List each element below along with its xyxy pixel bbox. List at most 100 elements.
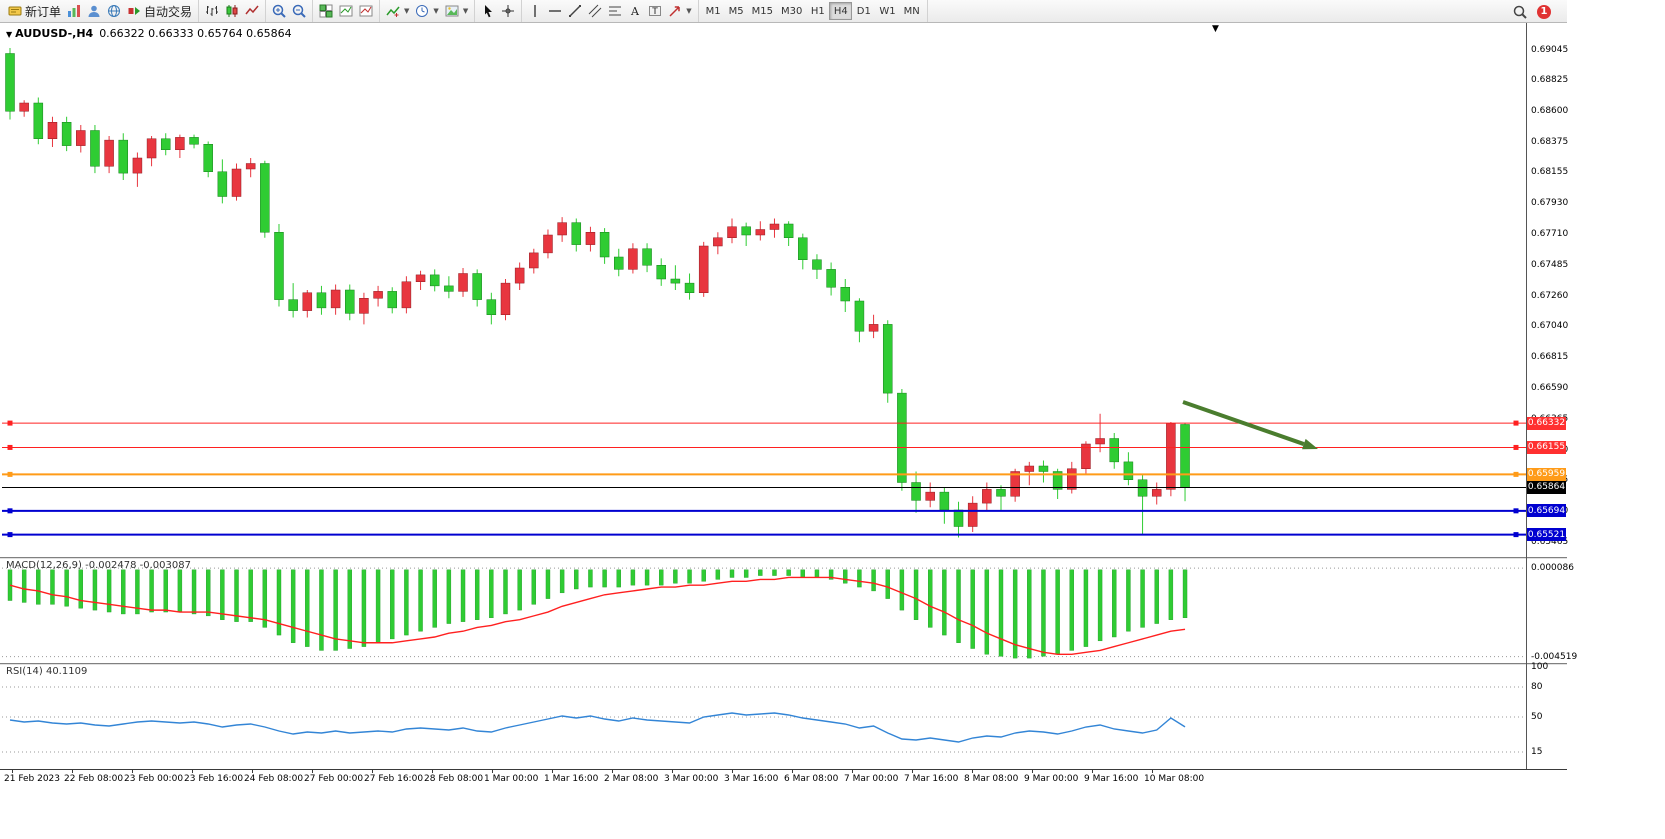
- dropdown-caret-icon: ▼: [686, 7, 692, 15]
- cursor-tool-button[interactable]: [478, 1, 498, 21]
- new-order-button[interactable]: 新订单: [5, 1, 64, 21]
- level-line-handle[interactable]: [1513, 444, 1519, 450]
- current-price-badge: 0.65864: [1527, 480, 1566, 494]
- level-line-handle[interactable]: [1513, 508, 1519, 514]
- macd-histogram-bar: [545, 569, 551, 599]
- macd-histogram-bar: [928, 569, 933, 628]
- crosshair-tool-button[interactable]: [498, 1, 518, 21]
- candle: [599, 232, 610, 258]
- channel-icon: [588, 4, 602, 18]
- candle: [1137, 479, 1148, 497]
- macd-histogram-bar: [630, 569, 636, 586]
- candlestick-chart-button[interactable]: [222, 1, 242, 21]
- price-level-badge: 0.65959: [1527, 467, 1566, 481]
- level-line-handle[interactable]: [7, 444, 13, 450]
- zoom-out-button[interactable]: [289, 1, 309, 21]
- price-chart-panel[interactable]: [0, 23, 1567, 557]
- vertical-line-tool-button[interactable]: [525, 1, 545, 21]
- drawing-group: A T ▼: [522, 0, 699, 22]
- candle: [486, 299, 497, 315]
- candle: [628, 248, 638, 270]
- trend-arrow-annotation[interactable]: [1182, 400, 1305, 446]
- chart-profile-button[interactable]: [356, 1, 376, 21]
- label-tool-button[interactable]: T: [645, 1, 665, 21]
- shapes-menu-button[interactable]: ▼: [665, 1, 694, 21]
- macd-histogram-bar: [234, 569, 239, 622]
- candle: [713, 237, 723, 247]
- community-button[interactable]: [104, 1, 124, 21]
- timeframe-m15-button[interactable]: M15: [748, 2, 777, 20]
- fibo-icon: [608, 4, 622, 18]
- timeframe-m5-button[interactable]: M5: [725, 2, 748, 20]
- candle: [458, 273, 468, 292]
- candle: [854, 300, 865, 332]
- channel-tool-button[interactable]: [585, 1, 605, 21]
- periods-menu-button[interactable]: ▼: [412, 1, 441, 21]
- macd-histogram-bar: [1182, 569, 1188, 619]
- tile-windows-button[interactable]: [316, 1, 336, 21]
- chart-title: ▼ AUDUSD-,H4 0.66322 0.66333 0.65764 0.658…: [6, 27, 292, 40]
- indicators-menu-button[interactable]: ▼: [383, 1, 412, 21]
- time-axis[interactable]: 21 Feb 2023 22 Feb 08:00 23 Feb 00:00 23 Fe…: [0, 769, 1567, 788]
- auto-trading-button[interactable]: 自动交易: [124, 1, 195, 21]
- candle: [1095, 438, 1105, 445]
- candle: [1123, 461, 1134, 480]
- timeframe-h1-button[interactable]: H1: [806, 2, 829, 20]
- templates-menu-button[interactable]: ▼: [442, 1, 471, 21]
- notification-badge[interactable]: 1: [1537, 4, 1551, 19]
- level-line-handle[interactable]: [1513, 532, 1519, 538]
- bar-chart-button[interactable]: [202, 1, 222, 21]
- macd-indicator-panel[interactable]: [0, 557, 1567, 663]
- zoom-in-button[interactable]: [269, 1, 289, 21]
- new-chart-button[interactable]: [336, 1, 356, 21]
- line-chart-button[interactable]: [242, 1, 262, 21]
- macd-scale-label: -0.004519: [1531, 651, 1578, 662]
- timeframe-mn-button[interactable]: MN: [900, 2, 924, 20]
- timeframe-m1-button[interactable]: M1: [702, 2, 725, 20]
- level-line-handle[interactable]: [1513, 471, 1519, 477]
- level-line-handle[interactable]: [7, 532, 13, 538]
- time-axis-tick: [672, 770, 673, 773]
- timeframe-d1-button[interactable]: D1: [852, 2, 875, 20]
- price-level-badge: 0.65521: [1527, 528, 1566, 542]
- level-line-handle[interactable]: [7, 471, 13, 477]
- candle: [1010, 471, 1020, 497]
- title-dropdown-icon[interactable]: ▼: [6, 30, 13, 39]
- shapes-icon: [668, 4, 682, 18]
- hline-icon: [548, 4, 562, 18]
- macd-histogram-bar: [21, 569, 27, 603]
- timeframe-m30-button[interactable]: M30: [777, 2, 806, 20]
- timeframe-h4-button[interactable]: H4: [829, 2, 853, 20]
- rsi-indicator-panel[interactable]: [0, 663, 1567, 769]
- price-scale-label: 0.67260: [1531, 290, 1569, 301]
- time-axis-tick: [912, 770, 913, 773]
- fibonacci-tool-button[interactable]: [605, 1, 625, 21]
- timeframe-w1-button[interactable]: W1: [875, 2, 899, 20]
- candle: [1166, 423, 1176, 490]
- candle: [1024, 465, 1035, 472]
- level-line-handle[interactable]: [7, 420, 13, 426]
- search-button[interactable]: [1510, 2, 1530, 22]
- candle: [373, 291, 383, 299]
- candle: [769, 223, 780, 230]
- charts-button[interactable]: [64, 1, 84, 21]
- time-axis-label: 1 Mar 16:00: [544, 774, 599, 784]
- time-axis-tick: [792, 770, 793, 773]
- order-icon: [8, 4, 22, 18]
- level-line-handle[interactable]: [7, 508, 13, 514]
- candle: [911, 482, 921, 501]
- price-scale-label: 0.68375: [1531, 137, 1569, 148]
- macd-histogram-bar: [205, 569, 211, 617]
- macd-histogram-bar: [588, 569, 593, 588]
- candle: [514, 267, 525, 284]
- price-scale-label: 0.67485: [1531, 259, 1569, 270]
- text-tool-button[interactable]: A: [625, 1, 645, 21]
- zoom-out-icon: [292, 4, 306, 18]
- candle: [118, 139, 129, 174]
- candle: [76, 130, 86, 146]
- profile-button[interactable]: [84, 1, 104, 21]
- trendline-tool-button[interactable]: [565, 1, 585, 21]
- horizontal-line-tool-button[interactable]: [545, 1, 565, 21]
- candle: [868, 324, 879, 332]
- level-line-handle[interactable]: [1513, 420, 1519, 426]
